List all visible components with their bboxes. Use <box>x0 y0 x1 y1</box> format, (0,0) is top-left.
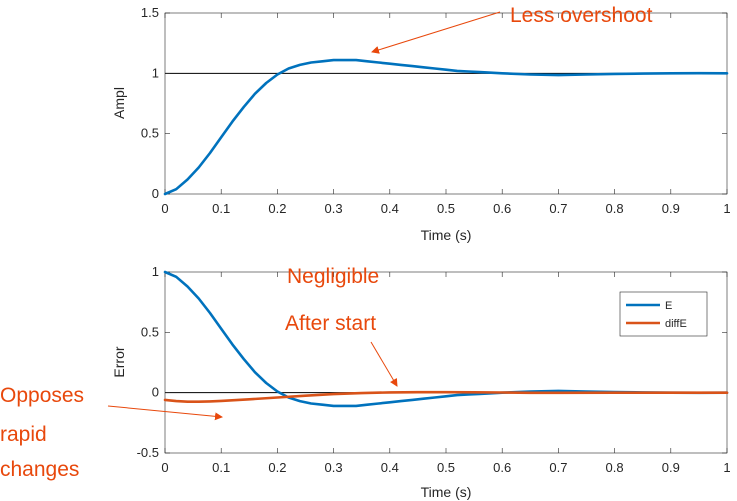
legend-label-e: E <box>665 300 672 312</box>
x-tick-labels: 0 0.1 0.2 0.3 0.4 0.5 0.6 0.7 0.8 0.9 1 <box>161 460 730 475</box>
legend: E diffE <box>619 291 708 337</box>
x-tick-label: 0.6 <box>493 201 511 216</box>
x-tick-label: 0.8 <box>606 460 624 475</box>
legend-label-diffe: diffE <box>665 318 687 330</box>
x-tick-label: 1 <box>723 460 730 475</box>
annotation-arrow-negligible <box>370 341 398 387</box>
x-tick-label: 0.8 <box>606 201 624 216</box>
x-tick-label: 0.1 <box>212 460 230 475</box>
y-tick-labels: 0 0.5 1 1.5 <box>141 5 159 201</box>
series-line-e <box>163 270 729 408</box>
annotation-rapid: rapid <box>0 423 47 446</box>
annotation-opposes: Opposes <box>0 384 84 407</box>
x-tick-label: 0.3 <box>325 201 343 216</box>
x-tick-label: 0.2 <box>268 201 286 216</box>
annotation-arrow-overshoot <box>371 11 501 54</box>
error-plot: 0 0.1 0.2 0.3 0.4 0.5 0.6 0.7 0.8 0.9 1 -0.500.51 … <box>111 264 731 500</box>
annotation-changes: changes <box>0 458 79 481</box>
x-tick-label: 0.5 <box>437 201 455 216</box>
plot-area <box>164 12 728 195</box>
series-layer <box>163 270 729 408</box>
x-tick-label: 0.5 <box>437 460 455 475</box>
y-tick-labels: -0.5 0 0.5 1 <box>137 264 159 460</box>
x-tick-label: 0.4 <box>381 201 399 216</box>
y-tick-label: 1 <box>152 65 159 80</box>
x-tick-labels: 0 0.1 0.2 0.3 0.4 0.5 0.6 0.7 0.8 0.9 1 <box>161 201 730 216</box>
x-tick-label: 0.7 <box>549 460 567 475</box>
series-line-0 <box>163 58 729 196</box>
x-tick-label: 0 <box>161 201 168 216</box>
y-tick-label: 0.5 <box>141 126 159 141</box>
x-tick-label: 0.9 <box>662 460 680 475</box>
y-tick-label: 0 <box>152 385 159 400</box>
x-tick-label: 0.1 <box>212 201 230 216</box>
y-tick-label: 0.5 <box>141 324 159 339</box>
annotation-less-overshoot: Less overshoot <box>510 4 653 27</box>
x-tick-label: 0.2 <box>268 460 286 475</box>
x-tick-label: 0.6 <box>493 460 511 475</box>
x-tick-label: 1 <box>723 201 730 216</box>
y-tick-label: 0 <box>152 186 159 201</box>
y-tick-label: -0.5 <box>137 445 159 460</box>
y-axis-label: Ampl <box>111 87 127 119</box>
y-tick-label: 1 <box>152 264 159 279</box>
x-axis-label: Time (s) <box>421 227 472 243</box>
annotations: Less overshoot Negligible After start Op… <box>0 4 653 481</box>
x-tick-label: 0 <box>161 460 168 475</box>
series-line-diffe <box>163 390 729 404</box>
x-tick-label: 0.3 <box>325 460 343 475</box>
annotation-arrow-opposes <box>107 405 223 421</box>
annotation-after-start: After start <box>285 312 376 335</box>
tick-marks <box>164 271 728 454</box>
series-layer <box>163 58 729 196</box>
x-tick-label: 0.4 <box>381 460 399 475</box>
x-tick-label: 0.7 <box>549 201 567 216</box>
x-tick-label: 0.9 <box>662 201 680 216</box>
amplitude-plot: 0 0.1 0.2 0.3 0.4 0.5 0.6 0.7 0.8 0.9 1 0 0.5 1 1.5 T… <box>111 5 731 243</box>
annotation-negligible: Negligible <box>287 265 379 288</box>
x-axis-label: Time (s) <box>421 484 472 500</box>
y-axis-label: Error <box>111 346 127 377</box>
legend-box <box>619 291 708 337</box>
y-tick-label: 1.5 <box>141 5 159 20</box>
